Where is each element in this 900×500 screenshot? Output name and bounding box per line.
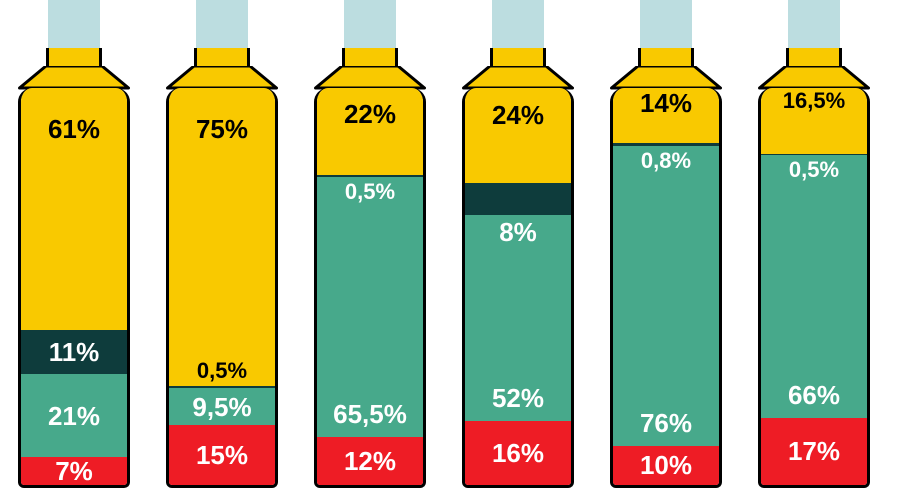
- segment-green: [465, 215, 571, 421]
- bottle-shoulder: [166, 66, 278, 90]
- bottle-1: 61%11%21%7%: [18, 0, 130, 500]
- segment-dark: [21, 330, 127, 374]
- bottle-cap: [344, 0, 396, 48]
- bottle-body: [18, 88, 130, 488]
- segment-red: [761, 418, 867, 485]
- segment-red: [317, 437, 423, 485]
- segment-red: [465, 421, 571, 485]
- segment-green: [169, 388, 275, 426]
- bottle-shoulder: [610, 66, 722, 90]
- bottle-shoulder: [314, 66, 426, 90]
- bottle-4: 24%8%52%16%: [462, 0, 574, 500]
- bottle-6: 16,5%0,5%66%17%: [758, 0, 870, 500]
- segment-yellow: [465, 88, 571, 183]
- segment-yellow: [21, 88, 127, 330]
- bottle-cap: [196, 0, 248, 48]
- segment-yellow: [169, 88, 275, 386]
- bottle-shoulder: [758, 66, 870, 90]
- bottle-body: [314, 88, 426, 488]
- segment-green: [317, 177, 423, 437]
- bottle-body: [462, 88, 574, 488]
- bottle-stacked-chart: 61%11%21%7% 75%0,5%9,5%15% 22%0,5%65,5%12%…: [0, 0, 900, 500]
- bottle-body: [166, 88, 278, 488]
- bottle-2: 75%0,5%9,5%15%: [166, 0, 278, 500]
- segment-dark: [465, 183, 571, 215]
- segment-green: [761, 155, 867, 417]
- bottle-neck: [46, 48, 102, 66]
- bottle-shoulder: [18, 66, 130, 90]
- bottle-5: 14%0,8%76%10%: [610, 0, 722, 500]
- segment-green: [613, 146, 719, 445]
- bottle-body: [758, 88, 870, 488]
- bottle-shoulder: [462, 66, 574, 90]
- bottle-cap: [788, 0, 840, 48]
- bottle-body: [610, 88, 722, 488]
- segment-yellow: [761, 88, 867, 154]
- bottle-neck: [786, 48, 842, 66]
- bottle-3: 22%0,5%65,5%12%: [314, 0, 426, 500]
- segment-red: [613, 446, 719, 485]
- bottle-cap: [640, 0, 692, 48]
- bottle-neck: [194, 48, 250, 66]
- bottle-neck: [638, 48, 694, 66]
- segment-red: [21, 457, 127, 485]
- bottle-neck: [490, 48, 546, 66]
- segment-yellow: [317, 88, 423, 175]
- segment-yellow: [613, 88, 719, 143]
- bottle-cap: [492, 0, 544, 48]
- bottle-cap: [48, 0, 100, 48]
- bottle-neck: [342, 48, 398, 66]
- segment-red: [169, 425, 275, 485]
- segment-green: [21, 374, 127, 457]
